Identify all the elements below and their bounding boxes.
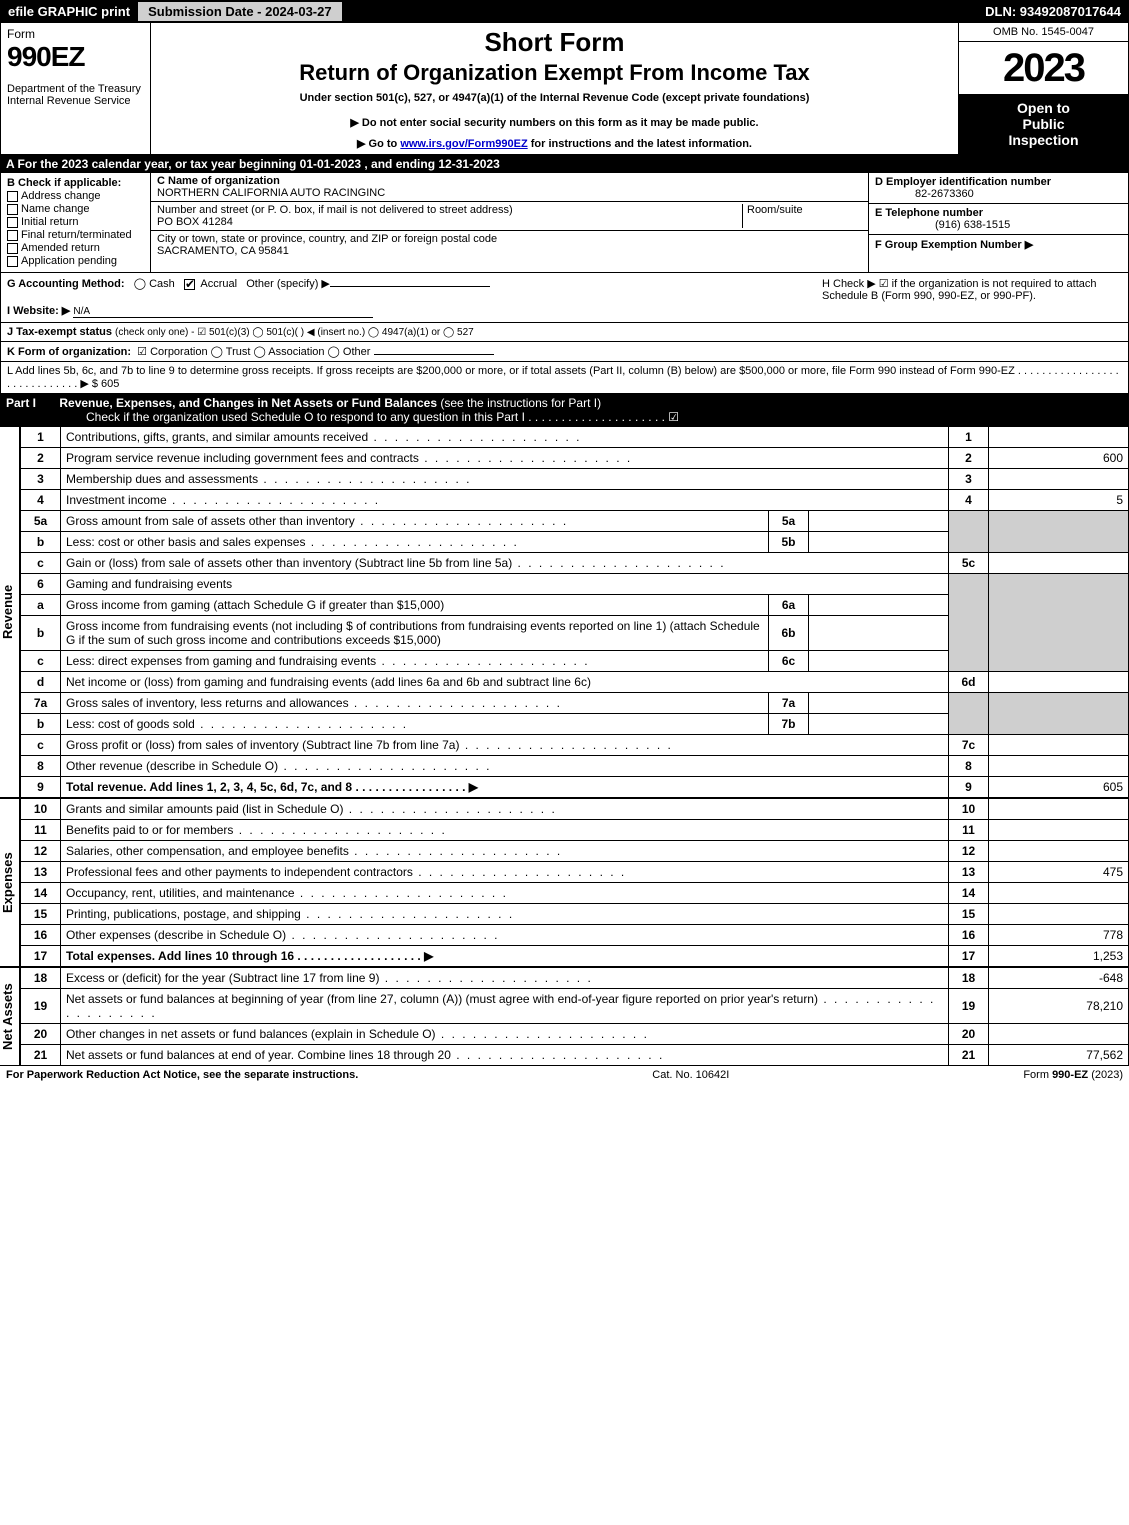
dept: Department of the Treasury Internal Reve… [7,83,144,107]
city: SACRAMENTO, CA 95841 [157,245,289,257]
goto-pre: ▶ Go to [357,138,400,150]
open2: Public [963,116,1124,132]
goto-post: for instructions and the latest informat… [528,138,752,150]
short-form-title: Short Form [157,27,952,58]
b-opt-0[interactable]: Address change [7,190,144,202]
k-label: K Form of organization: [7,346,131,358]
c-label: C Name of organization [157,175,280,187]
org-name: NORTHERN CALIFORNIA AUTO RACINGINC [157,187,385,199]
revenue-table: 1Contributions, gifts, grants, and simil… [20,426,1129,798]
part1-check: Check if the organization used Schedule … [6,410,1123,424]
row-a: A For the 2023 calendar year, or tax yea… [0,155,1129,173]
g-cash: Cash [149,278,175,290]
part1-label: Part I [6,396,56,410]
open3: Inspection [963,132,1124,148]
g-accrual: Accrual [200,278,237,290]
b-opt-3[interactable]: Final return/terminated [7,229,144,241]
section-l: L Add lines 5b, 6c, and 7b to line 9 to … [0,362,1129,394]
e-label: E Telephone number [875,207,983,219]
header-center: Short Form Return of Organization Exempt… [151,23,958,154]
g-label: G Accounting Method: [7,278,125,290]
b-opt-2[interactable]: Initial return [7,216,144,228]
section-c: C Name of organization NORTHERN CALIFORN… [151,173,868,272]
b-opt-1[interactable]: Name change [7,203,144,215]
efile-label: efile GRAPHIC print [0,4,138,19]
form-header: Form 990EZ Department of the Treasury In… [0,22,1129,155]
netassets-section: Net Assets 18Excess or (deficit) for the… [0,967,1129,1066]
form-word: Form [7,27,144,41]
phone: (916) 638-1515 [935,219,1010,231]
street: PO BOX 41284 [157,216,233,228]
footer-right: Form 990-EZ (2023) [1023,1069,1123,1081]
netassets-side-label: Net Assets [0,967,20,1066]
i-label: I Website: ▶ [7,305,70,317]
room-label: Room/suite [747,204,803,216]
section-g-h-i: G Accounting Method: ◯ Cash Accrual Othe… [0,273,1129,323]
k-text: ☑ Corporation ◯ Trust ◯ Association ◯ Ot… [137,346,370,358]
part1-title: Revenue, Expenses, and Changes in Net As… [59,396,437,410]
expenses-section: Expenses 10Grants and similar amounts pa… [0,798,1129,967]
expenses-table: 10Grants and similar amounts paid (list … [20,798,1129,967]
section-k: K Form of organization: ☑ Corporation ◯ … [0,342,1129,362]
g-other: Other (specify) ▶ [246,278,330,290]
section-j: J Tax-exempt status (check only one) - ☑… [0,323,1129,342]
netassets-table: 18Excess or (deficit) for the year (Subt… [20,967,1129,1066]
b-title: B Check if applicable: [7,177,144,189]
street-label: Number and street (or P. O. box, if mail… [157,204,513,216]
dln: DLN: 93492087017644 [977,4,1129,19]
b-opt-4[interactable]: Amended return [7,242,144,254]
return-title: Return of Organization Exempt From Incom… [157,60,952,86]
open-public: Open to Public Inspection [959,94,1128,154]
open1: Open to [963,100,1124,116]
top-bar: efile GRAPHIC print Submission Date - 20… [0,0,1129,22]
part1-header: Part I Revenue, Expenses, and Changes in… [0,394,1129,426]
footer-left: For Paperwork Reduction Act Notice, see … [6,1069,358,1081]
donot-text: ▶ Do not enter social security numbers o… [157,116,952,129]
section-d-e-f: D Employer identification number 82-2673… [868,173,1128,272]
h-box: H Check ▶ ☑ if the organization is not r… [822,277,1122,318]
expenses-side-label: Expenses [0,798,20,967]
city-label: City or town, state or province, country… [157,233,497,245]
h-text: H Check ▶ ☑ if the organization is not r… [822,278,1097,302]
goto-link[interactable]: www.irs.gov/Form990EZ [400,138,527,150]
website: N/A [73,306,90,317]
under-section: Under section 501(c), 527, or 4947(a)(1)… [157,92,952,104]
l-text: L Add lines 5b, 6c, and 7b to line 9 to … [7,365,1119,390]
revenue-section: Revenue 1Contributions, gifts, grants, a… [0,426,1129,798]
header-left: Form 990EZ Department of the Treasury In… [1,23,151,154]
b-opt-5[interactable]: Application pending [7,255,144,267]
footer-mid: Cat. No. 10642I [358,1069,1023,1081]
omb: OMB No. 1545-0047 [959,23,1128,42]
j-label: J Tax-exempt status [7,326,112,338]
form-number: 990EZ [7,41,144,73]
ein: 82-2673360 [915,188,974,200]
revenue-side-label: Revenue [0,426,20,798]
footer: For Paperwork Reduction Act Notice, see … [0,1066,1129,1084]
goto-text: ▶ Go to www.irs.gov/Form990EZ for instru… [157,137,952,150]
header-right: OMB No. 1545-0047 2023 Open to Public In… [958,23,1128,154]
submission-date: Submission Date - 2024-03-27 [138,2,342,21]
section-b-left: B Check if applicable: Address change Na… [1,173,151,272]
j-text: (check only one) - ☑ 501(c)(3) ◯ 501(c)(… [115,327,474,338]
f-label: F Group Exemption Number ▶ [875,239,1033,251]
tax-year: 2023 [959,42,1128,94]
part1-sub: (see the instructions for Part I) [440,396,601,410]
d-label: D Employer identification number [875,176,1051,188]
section-b: B Check if applicable: Address change Na… [0,173,1129,273]
